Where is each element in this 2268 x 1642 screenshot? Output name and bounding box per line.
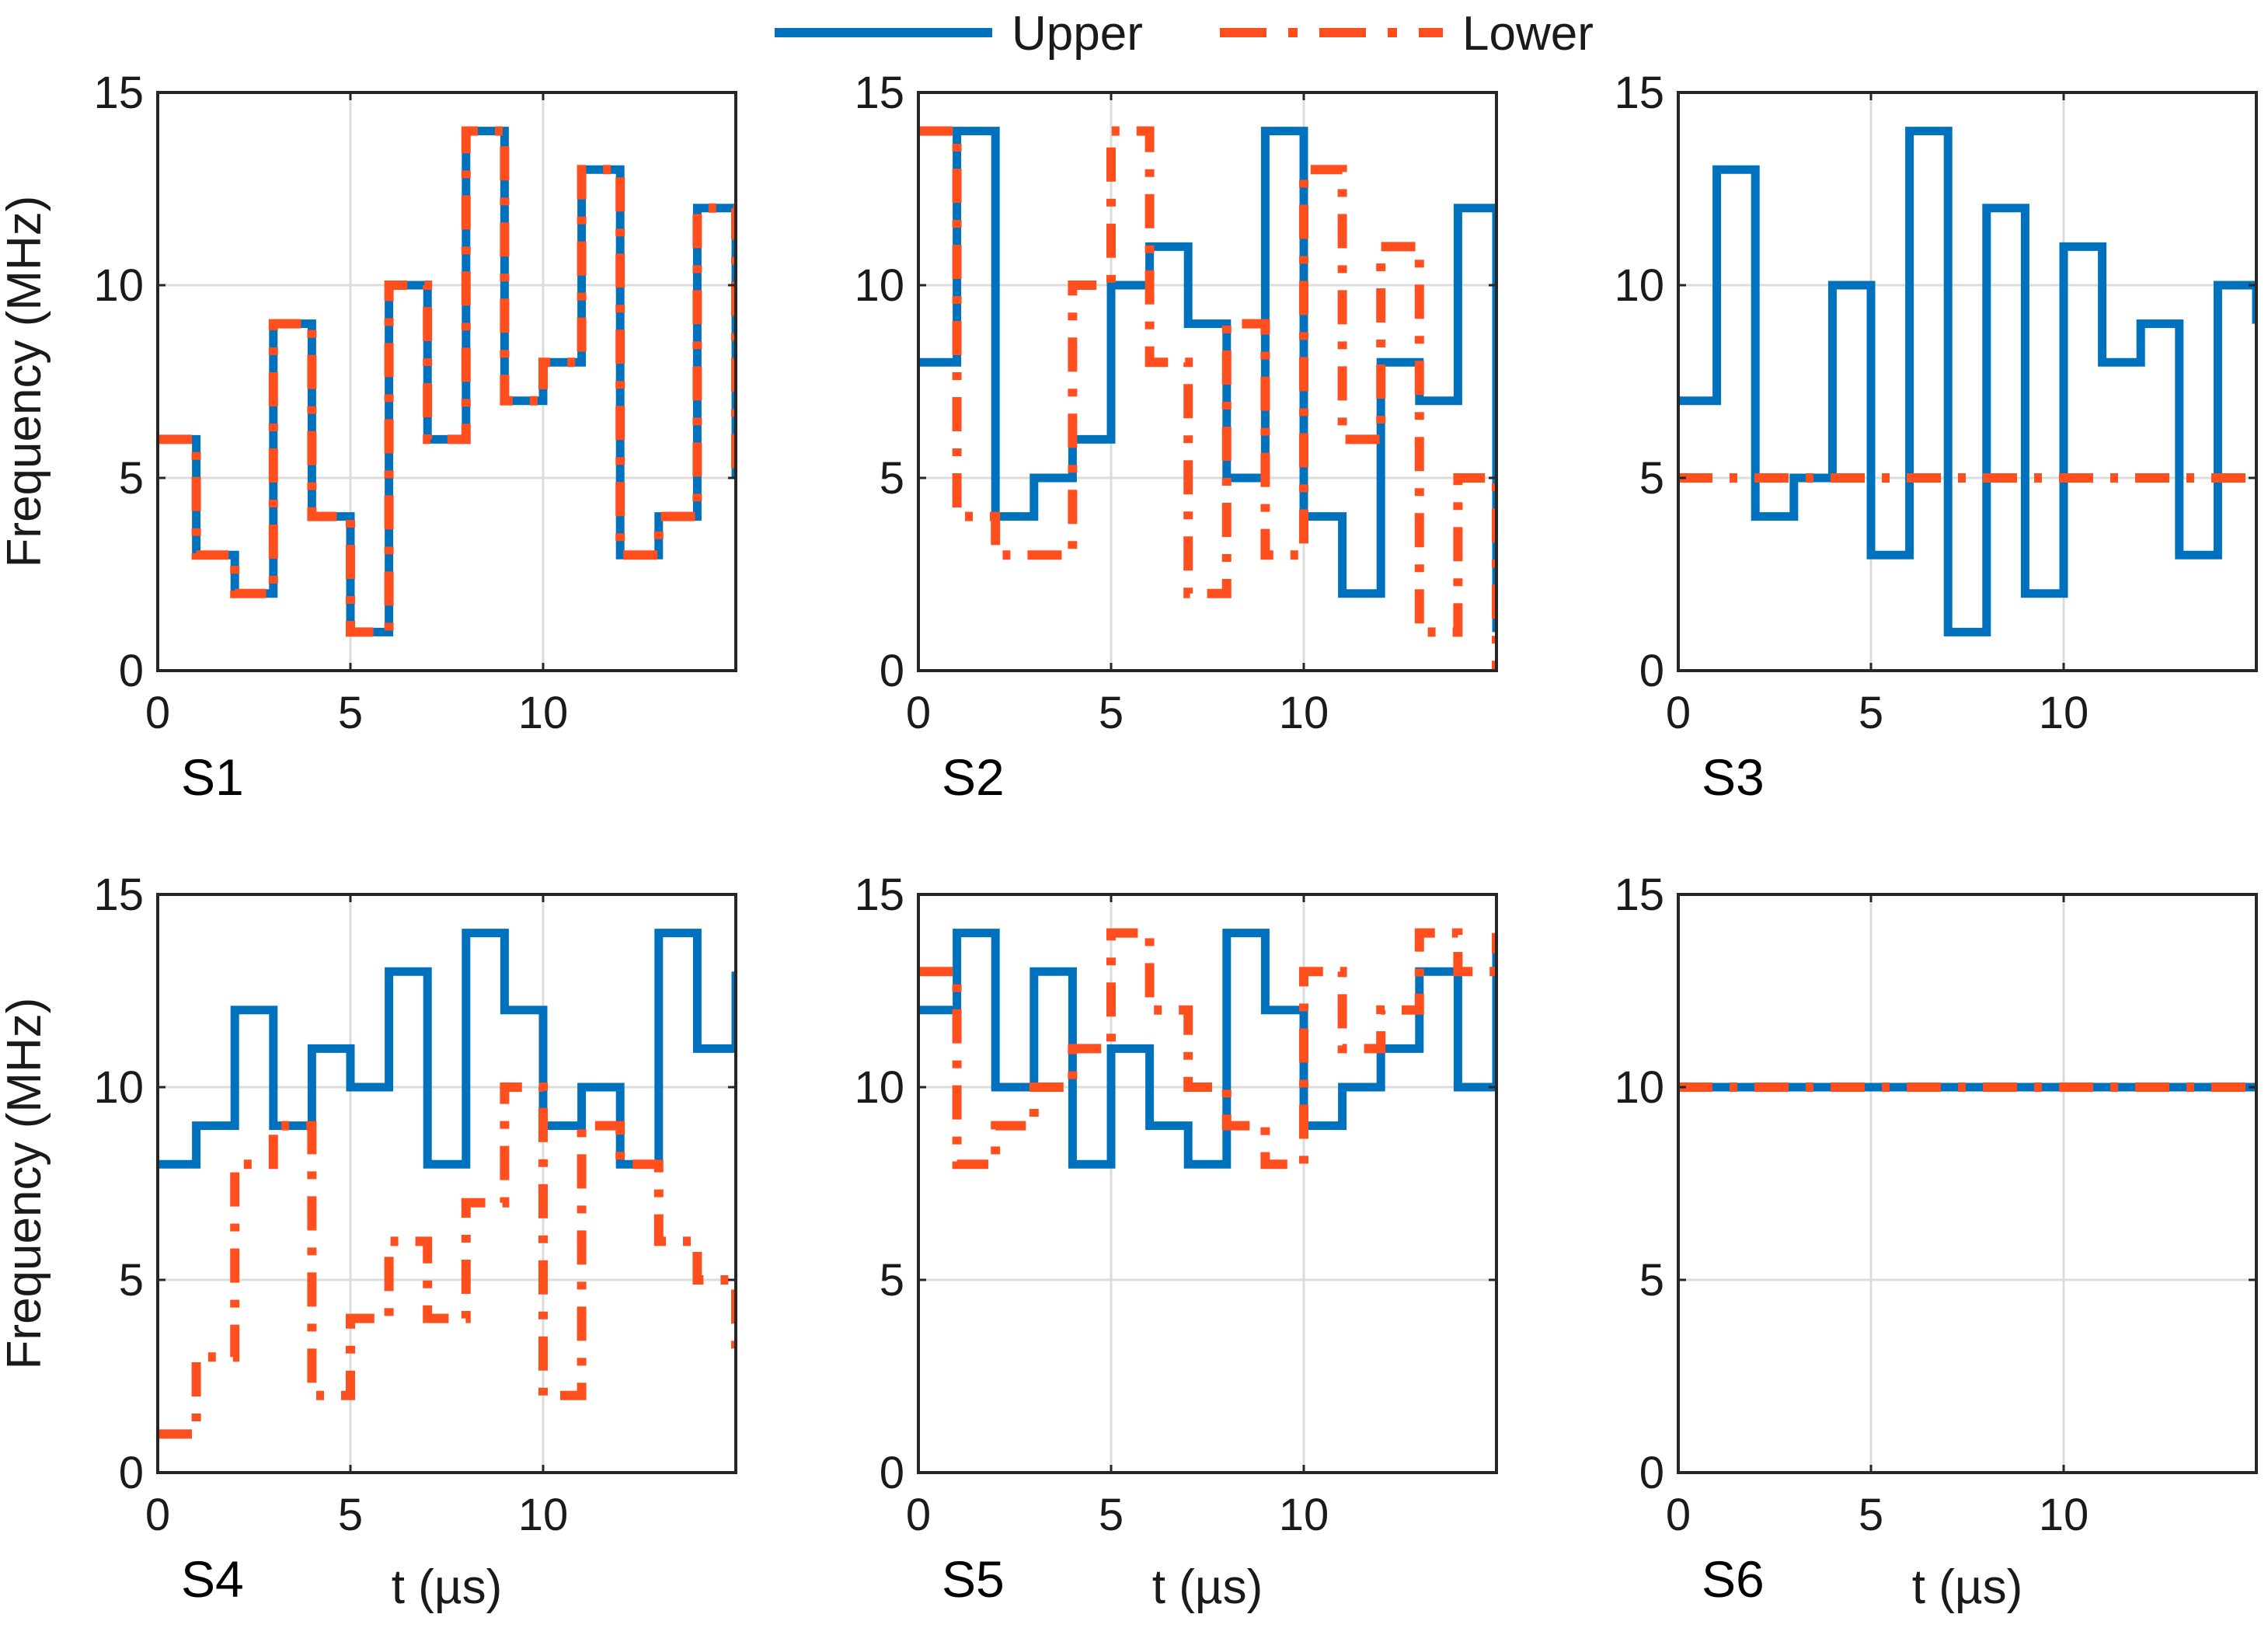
x-tick-label: 5 bbox=[1859, 1490, 1883, 1540]
x-tick-label: 5 bbox=[338, 688, 363, 738]
series-lower-s2 bbox=[918, 126, 1496, 671]
y-tick-label: 10 bbox=[93, 260, 144, 311]
y-tick-label: 15 bbox=[854, 68, 904, 118]
y-axis-title: Frequency (MHz) bbox=[0, 998, 51, 1370]
y-tick-label: 15 bbox=[93, 68, 144, 118]
y-tick-label: 10 bbox=[854, 1062, 904, 1113]
y-tick-label: 5 bbox=[880, 453, 904, 504]
x-tick-label: 10 bbox=[2039, 688, 2089, 738]
panel-label-s4: S4 bbox=[181, 1550, 244, 1608]
y-tick-label: 10 bbox=[93, 1062, 144, 1113]
y-tick-label: 5 bbox=[880, 1255, 904, 1306]
y-tick-label: 10 bbox=[854, 260, 904, 311]
plot-area-s2 bbox=[918, 92, 1496, 671]
panel-s5: 0 5 10 0 5 10 15 S5 t (µs) bbox=[854, 870, 1498, 1614]
series-lower-s1 bbox=[158, 126, 736, 637]
x-axis-title: t (µs) bbox=[1152, 1560, 1263, 1614]
axes-box-s6 bbox=[1677, 893, 2258, 1474]
axes-box-s2 bbox=[917, 91, 1498, 672]
plot-area-s1 bbox=[158, 92, 736, 671]
y-tick-label: 10 bbox=[1614, 260, 1664, 311]
y-tick-label: 5 bbox=[1639, 1255, 1664, 1306]
x-tick-label: 5 bbox=[1099, 1490, 1124, 1540]
plot-area-s4 bbox=[158, 894, 736, 1473]
y-tick-label: 0 bbox=[119, 1448, 144, 1498]
panel-s6: 0 5 10 0 5 10 15 S6 t (µs) bbox=[1614, 870, 2258, 1614]
legend-label-upper: Upper bbox=[1012, 7, 1143, 61]
axes-box-s5 bbox=[917, 893, 1498, 1474]
y-tick-label: 15 bbox=[1614, 870, 1664, 920]
x-tick-label: 5 bbox=[1099, 688, 1124, 738]
x-tick-label: 5 bbox=[338, 1490, 363, 1540]
plot-area-s6 bbox=[1678, 894, 2256, 1473]
axes-box-s3 bbox=[1677, 91, 2258, 672]
panel-s1: 0 5 10 0 5 10 15 S1 Frequency (MHz) bbox=[0, 68, 737, 806]
plot-area-s3 bbox=[1678, 92, 2256, 671]
x-tick-label: 10 bbox=[2039, 1490, 2089, 1540]
panel-label-s5: S5 bbox=[942, 1550, 1005, 1608]
x-tick-label: 0 bbox=[145, 1490, 170, 1540]
panel-label-s6: S6 bbox=[1702, 1550, 1765, 1608]
x-tick-label: 0 bbox=[1666, 688, 1691, 738]
series-lower-s5 bbox=[918, 928, 1496, 1170]
y-tick-label: 10 bbox=[1614, 1062, 1664, 1113]
y-tick-label: 15 bbox=[1614, 68, 1664, 118]
x-axis-title: t (µs) bbox=[1912, 1560, 2022, 1614]
plot-area-s5 bbox=[918, 894, 1496, 1473]
series-upper-s3 bbox=[1678, 127, 2256, 636]
x-tick-label: 10 bbox=[518, 1490, 569, 1540]
x-tick-label: 0 bbox=[906, 688, 931, 738]
y-axis-title: Frequency (MHz) bbox=[0, 196, 51, 568]
x-axis-title: t (µs) bbox=[392, 1560, 502, 1614]
panel-s4: 0 5 10 0 5 10 15 S4 Frequency (MHz) t (µs) bbox=[0, 870, 737, 1614]
x-tick-label: 10 bbox=[1279, 688, 1329, 738]
y-tick-label: 15 bbox=[854, 870, 904, 920]
x-tick-label: 5 bbox=[1859, 688, 1883, 738]
panel-label-s2: S2 bbox=[942, 748, 1005, 806]
y-tick-label: 0 bbox=[880, 1448, 904, 1498]
y-tick-label: 0 bbox=[1639, 646, 1664, 696]
panel-label-s1: S1 bbox=[181, 748, 244, 806]
x-tick-label: 0 bbox=[145, 688, 170, 738]
axes-box-s4 bbox=[156, 893, 737, 1474]
y-tick-label: 5 bbox=[119, 453, 144, 504]
series-lower-s4 bbox=[158, 1082, 736, 1439]
x-tick-label: 0 bbox=[906, 1490, 931, 1540]
panel-label-s3: S3 bbox=[1702, 748, 1765, 806]
x-tick-label: 10 bbox=[518, 688, 569, 738]
y-tick-label: 0 bbox=[119, 646, 144, 696]
y-tick-label: 5 bbox=[1639, 453, 1664, 504]
legend-label-lower: Lower bbox=[1462, 7, 1594, 61]
y-tick-label: 15 bbox=[93, 870, 144, 920]
x-tick-label: 10 bbox=[1279, 1490, 1329, 1540]
legend: Upper Lower bbox=[775, 7, 1594, 61]
y-tick-label: 0 bbox=[880, 646, 904, 696]
axes-box-s1 bbox=[156, 91, 737, 672]
y-tick-label: 5 bbox=[119, 1255, 144, 1306]
y-tick-label: 0 bbox=[1639, 1448, 1664, 1498]
panel-s3: 0 5 10 0 5 10 15 S3 bbox=[1614, 68, 2258, 806]
panel-s2: 0 5 10 0 5 10 15 S2 bbox=[854, 68, 1498, 806]
x-tick-label: 0 bbox=[1666, 1490, 1691, 1540]
